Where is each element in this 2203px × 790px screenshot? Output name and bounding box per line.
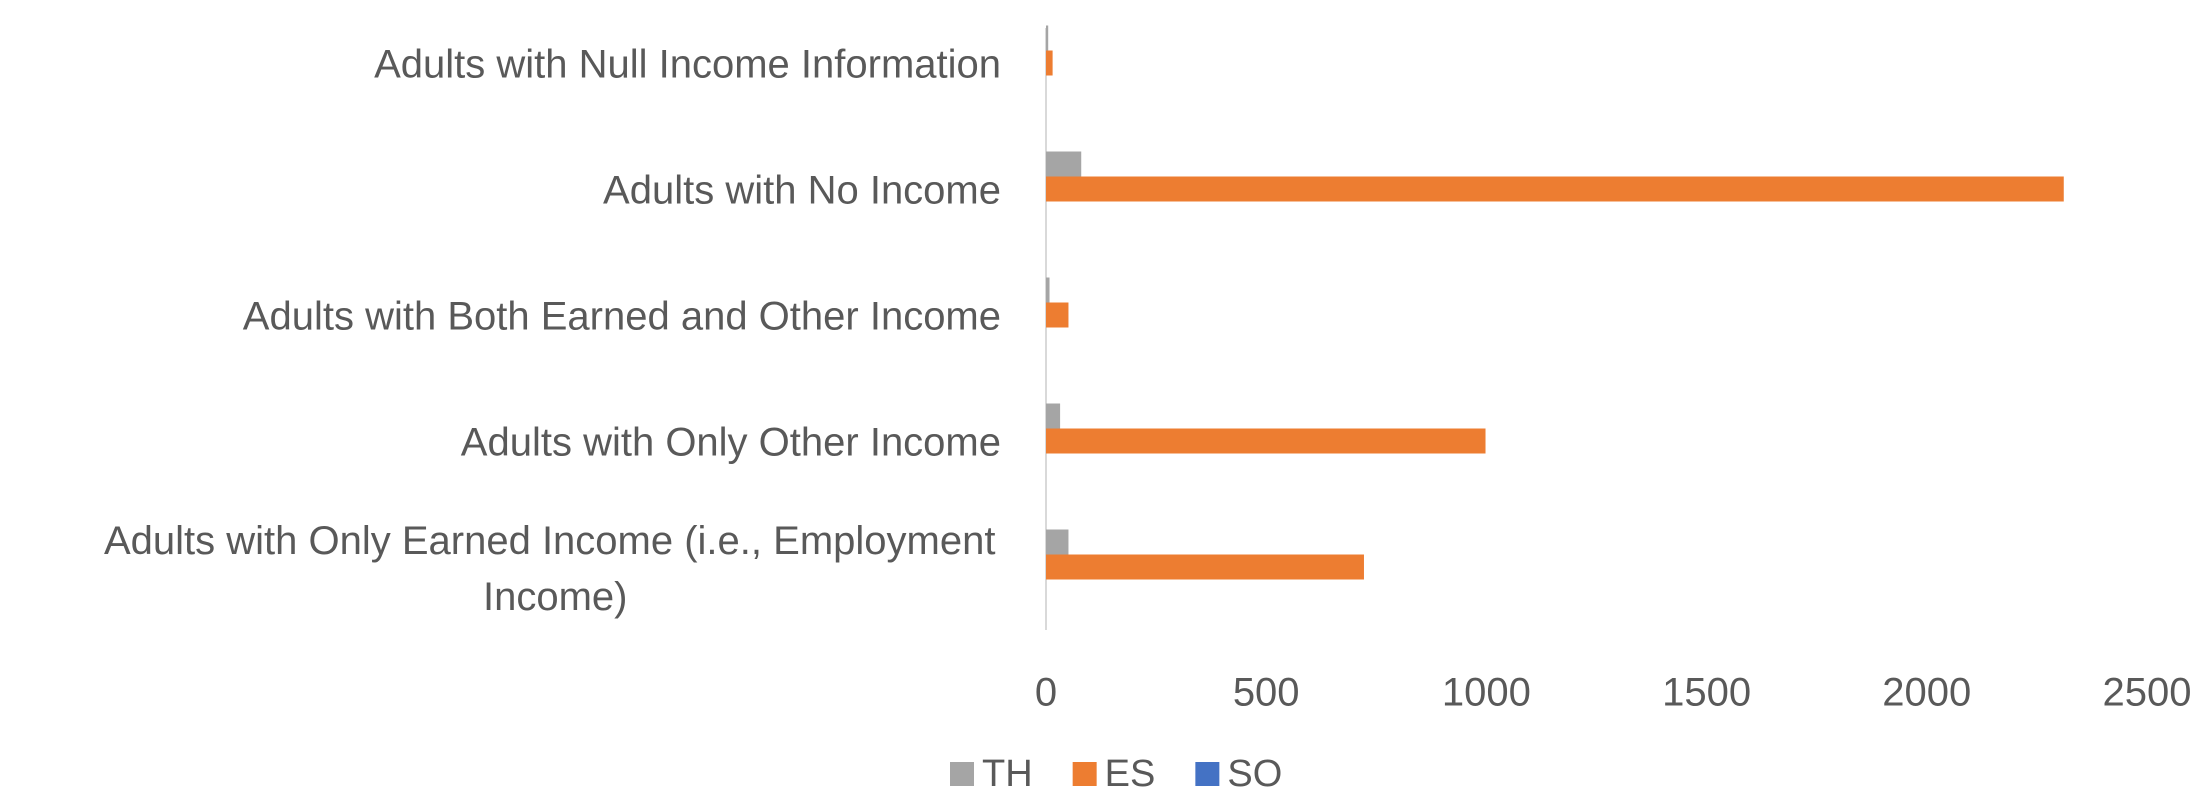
- y-tick-label: Adults with Only Earned Income (i.e., Em…: [104, 519, 1007, 619]
- y-tick-label: Adults with No Income: [603, 169, 1001, 213]
- x-tick-label: 0: [1035, 671, 1057, 715]
- x-tick-label: 1000: [1442, 671, 1531, 715]
- y-tick-label: Adults with Both Earned and Other Income: [243, 295, 1001, 339]
- bar: [1046, 403, 1061, 429]
- legend-label: ES: [1105, 753, 1156, 790]
- bar: [1046, 277, 1050, 303]
- bar: [1046, 151, 1082, 177]
- bar: [1046, 25, 1049, 51]
- y-tick-label: Adults with Only Other Income: [461, 421, 1001, 465]
- legend-label: SO: [1227, 753, 1282, 790]
- x-tick-label: 500: [1233, 671, 1300, 715]
- legend-swatch: [1072, 762, 1097, 786]
- bar: [1046, 428, 1486, 454]
- legend-swatch: [1195, 762, 1220, 786]
- bar: [1046, 554, 1364, 580]
- bar: [1046, 176, 2064, 202]
- x-tick-label: 1500: [1662, 671, 1751, 715]
- x-tick-label: 2000: [1882, 671, 1971, 715]
- x-tick-label: 2500: [2103, 671, 2192, 715]
- y-tick-label: Adults with Null Income Information: [374, 43, 1001, 87]
- legend-swatch: [950, 762, 974, 786]
- legend-label: TH: [982, 753, 1033, 790]
- bar: [1046, 50, 1053, 76]
- legend-item: ES: [1072, 753, 1156, 790]
- legend-item: SO: [1195, 753, 1282, 790]
- bar: [1046, 302, 1069, 328]
- legend-item: TH: [950, 753, 1033, 790]
- bar: [1046, 529, 1069, 555]
